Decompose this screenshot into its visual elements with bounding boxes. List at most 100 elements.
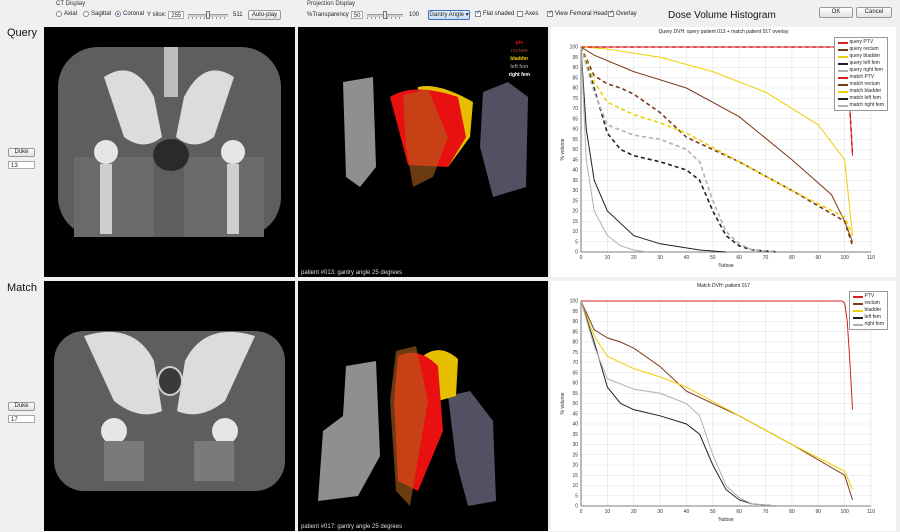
legend-label: match bladder: [849, 88, 882, 94]
legend-item: rectum: [852, 300, 884, 307]
transparency-slider-thumb[interactable]: [383, 11, 387, 19]
y-tick-label: 20: [572, 209, 578, 215]
x-tick-label: 30: [657, 509, 663, 515]
ct-display-title: CT Display: [56, 1, 86, 7]
overlay-legend-item: right fem: [508, 72, 530, 78]
x-tick-label: 90: [815, 255, 821, 261]
legend-item: match right fem: [837, 102, 884, 109]
legend-item: match PTV: [837, 74, 884, 81]
match-ct-drawing: [54, 331, 285, 491]
query-patient-input[interactable]: 13: [8, 161, 35, 169]
legend-swatch: [837, 97, 848, 100]
dvh-series-match-rectum: [580, 46, 854, 247]
legend-swatch: [837, 76, 848, 79]
query-ct-drawing: [58, 47, 281, 237]
y-tick-label: 10: [572, 229, 578, 235]
rectum-shape: [403, 89, 448, 187]
legend-item: query PTV: [837, 39, 884, 46]
match-dvh-legend: PTV rectum bladder left fem right fem: [848, 291, 888, 330]
legend-label: rectum: [864, 300, 880, 306]
femoral-check-icon: [547, 11, 553, 17]
dvh-series-match-right-fem: [580, 46, 779, 253]
legend-label: match left fem: [849, 95, 881, 101]
match-row-label: Match: [7, 282, 37, 294]
right-fem-shape: [480, 82, 528, 197]
autoplay-button[interactable]: Auto-play: [248, 10, 281, 20]
slice-input[interactable]: 255: [168, 11, 185, 19]
view-coronal-radio[interactable]: Coronal: [115, 11, 144, 17]
y-tick-label: 30: [572, 442, 578, 448]
ok-button[interactable]: OK: [819, 7, 853, 18]
legend-item: PTV: [852, 293, 884, 300]
ct-pelvis-right: [177, 331, 255, 415]
dvh-series-query-bladder: [580, 46, 854, 236]
y-tick-label: 35: [572, 432, 578, 438]
y-tick-label: 15: [572, 473, 578, 479]
y-tick-label: 80: [572, 340, 578, 346]
legend-swatch: [852, 316, 863, 319]
x-tick-label: 70: [763, 255, 769, 261]
y-axis-label: % volume: [560, 138, 566, 160]
match-dvh-chart-title: Match DVH: patient 017: [696, 283, 751, 289]
femoral-label: View Femoral Heads: [555, 11, 611, 17]
y-tick-label: 60: [572, 127, 578, 133]
femoral-heads-checkbox[interactable]: View Femoral Heads: [547, 11, 611, 17]
axes-checkbox[interactable]: Axes: [517, 11, 538, 17]
x-tick-label: 60: [736, 255, 742, 261]
slice-slider[interactable]: [188, 11, 228, 19]
dvh-series-rectum: [580, 300, 854, 501]
ct-body: [54, 331, 285, 491]
ct-thigh-right: [194, 441, 234, 481]
x-tick-label: 110: [867, 255, 875, 261]
left-fem-shape: [318, 361, 380, 501]
y-tick-label: 65: [572, 116, 578, 122]
y-axis-label: % volume: [560, 392, 566, 414]
y-tick-label: 100: [570, 45, 579, 51]
coronal-radio-icon: [115, 11, 121, 17]
flat-shaded-checkbox[interactable]: Flat shaded: [475, 11, 514, 17]
chevron-down-icon: ▾: [465, 12, 469, 18]
y-tick-label: 95: [572, 309, 578, 315]
legend-swatch: [852, 295, 863, 298]
axial-label: Axial: [64, 11, 78, 17]
dvh-series-query-right-fem: [580, 46, 647, 253]
coronal-label: Coronal: [123, 11, 145, 17]
overlay-legend-item: ptv: [515, 40, 524, 46]
sagittal-radio-icon: [83, 11, 89, 17]
match-patient-input[interactable]: 17: [8, 415, 35, 423]
ct-femur-right: [227, 164, 239, 234]
legend-label: match right fem: [849, 102, 884, 108]
cancel-button[interactable]: Cancel: [856, 7, 892, 18]
view-sagittal-radio[interactable]: Sagittal: [83, 11, 111, 17]
x-tick-label: 80: [789, 509, 795, 515]
legend-label: bladder: [864, 307, 882, 313]
dvh-series-right-fem: [580, 300, 779, 507]
slice-max: 511: [233, 12, 243, 18]
dvh-series-match-left-fem: [580, 46, 779, 253]
y-tick-label: 75: [572, 350, 578, 356]
flat-shaded-label: Flat shaded: [483, 11, 515, 17]
query-duke-button[interactable]: Duke: [8, 148, 35, 157]
y-tick-label: 50: [572, 147, 578, 153]
transparency-input[interactable]: 50: [350, 11, 364, 19]
transparency-slider[interactable]: [367, 11, 403, 19]
slice-slider-thumb[interactable]: [206, 11, 210, 19]
match-duke-button[interactable]: Duke: [8, 402, 35, 411]
y-tick-label: 15: [572, 219, 578, 225]
legend-swatch: [852, 309, 863, 312]
legend-label: PTV: [864, 293, 875, 299]
y-tick-label: 35: [572, 178, 578, 184]
gantry-angle-dropdown[interactable]: Gantry Angle ▾: [428, 10, 470, 20]
legend-label: left fem: [864, 314, 881, 320]
legend-swatch: [852, 302, 863, 305]
x-tick-label: 40: [684, 255, 690, 261]
legend-label: query left fem: [849, 60, 880, 66]
ct-thigh-left: [104, 441, 144, 481]
dvh-series-ptv: [581, 300, 854, 410]
overlay-checkbox[interactable]: Overlay: [608, 11, 637, 17]
query-dvh-chart-title: Query DVH: query patient 013 + match pat…: [658, 29, 789, 35]
legend-swatch: [837, 55, 848, 58]
legend-item: query bladder: [837, 53, 884, 60]
view-axial-radio[interactable]: Axial: [56, 11, 77, 17]
y-tick-label: 45: [572, 411, 578, 417]
